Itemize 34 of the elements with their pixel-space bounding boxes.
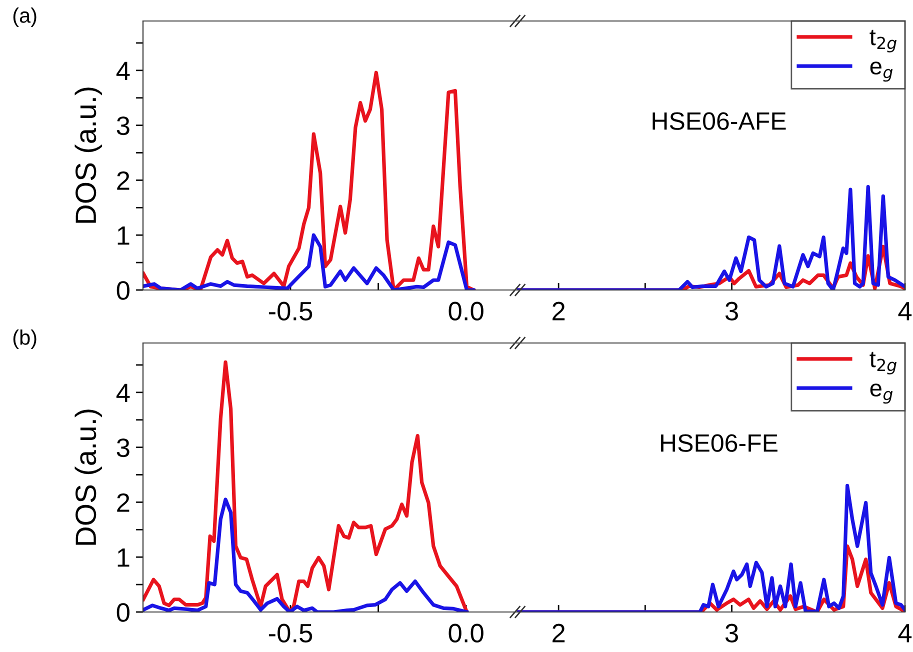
x-tick-label: 4 xyxy=(898,624,912,642)
legend-label: e$_{g}$ xyxy=(870,384,893,404)
y-tick-label: 0 xyxy=(116,281,130,300)
legend-label: e$_{g}$ xyxy=(870,62,893,82)
y-tick-label: 1 xyxy=(118,548,130,567)
line-series xyxy=(143,360,469,612)
x-tick-label: 3 xyxy=(725,302,738,320)
x-tick-label: -0.5 xyxy=(268,624,312,642)
line-series xyxy=(143,233,476,290)
text: (b) xyxy=(13,330,36,349)
y-tick-label: 1 xyxy=(118,226,130,245)
line-series xyxy=(143,70,476,290)
y-tick-label: 3 xyxy=(116,116,130,136)
y-tick-label: 3 xyxy=(116,438,130,458)
y-axis-title: DOS (a.u.) xyxy=(74,88,102,223)
text: (a) xyxy=(13,8,36,27)
annotation: HSE06-AFE xyxy=(652,112,786,130)
y-tick-label: 4 xyxy=(116,62,130,80)
x-tick-label: 3 xyxy=(725,624,738,642)
x-tick-label: 2 xyxy=(552,624,565,642)
y-axis-title: DOS (a.u.) xyxy=(74,410,102,545)
x-tick-label: -0.5 xyxy=(268,302,312,320)
line-series xyxy=(143,498,469,612)
x-tick-label: 0.0 xyxy=(448,302,484,320)
x-tick-label: 4 xyxy=(898,302,912,320)
y-tick-label: 2 xyxy=(117,171,130,190)
legend-label: t$_{2g}$ xyxy=(870,30,897,52)
annotation: HSE06-FE xyxy=(661,434,778,452)
y-tick-label: 0 xyxy=(116,603,130,622)
x-tick-label: 0.0 xyxy=(448,624,484,642)
y-tick-label: 4 xyxy=(116,384,130,402)
legend-label: t$_{2g}$ xyxy=(870,352,897,374)
x-tick-label: 2 xyxy=(552,302,565,320)
y-tick-label: 2 xyxy=(117,493,130,512)
